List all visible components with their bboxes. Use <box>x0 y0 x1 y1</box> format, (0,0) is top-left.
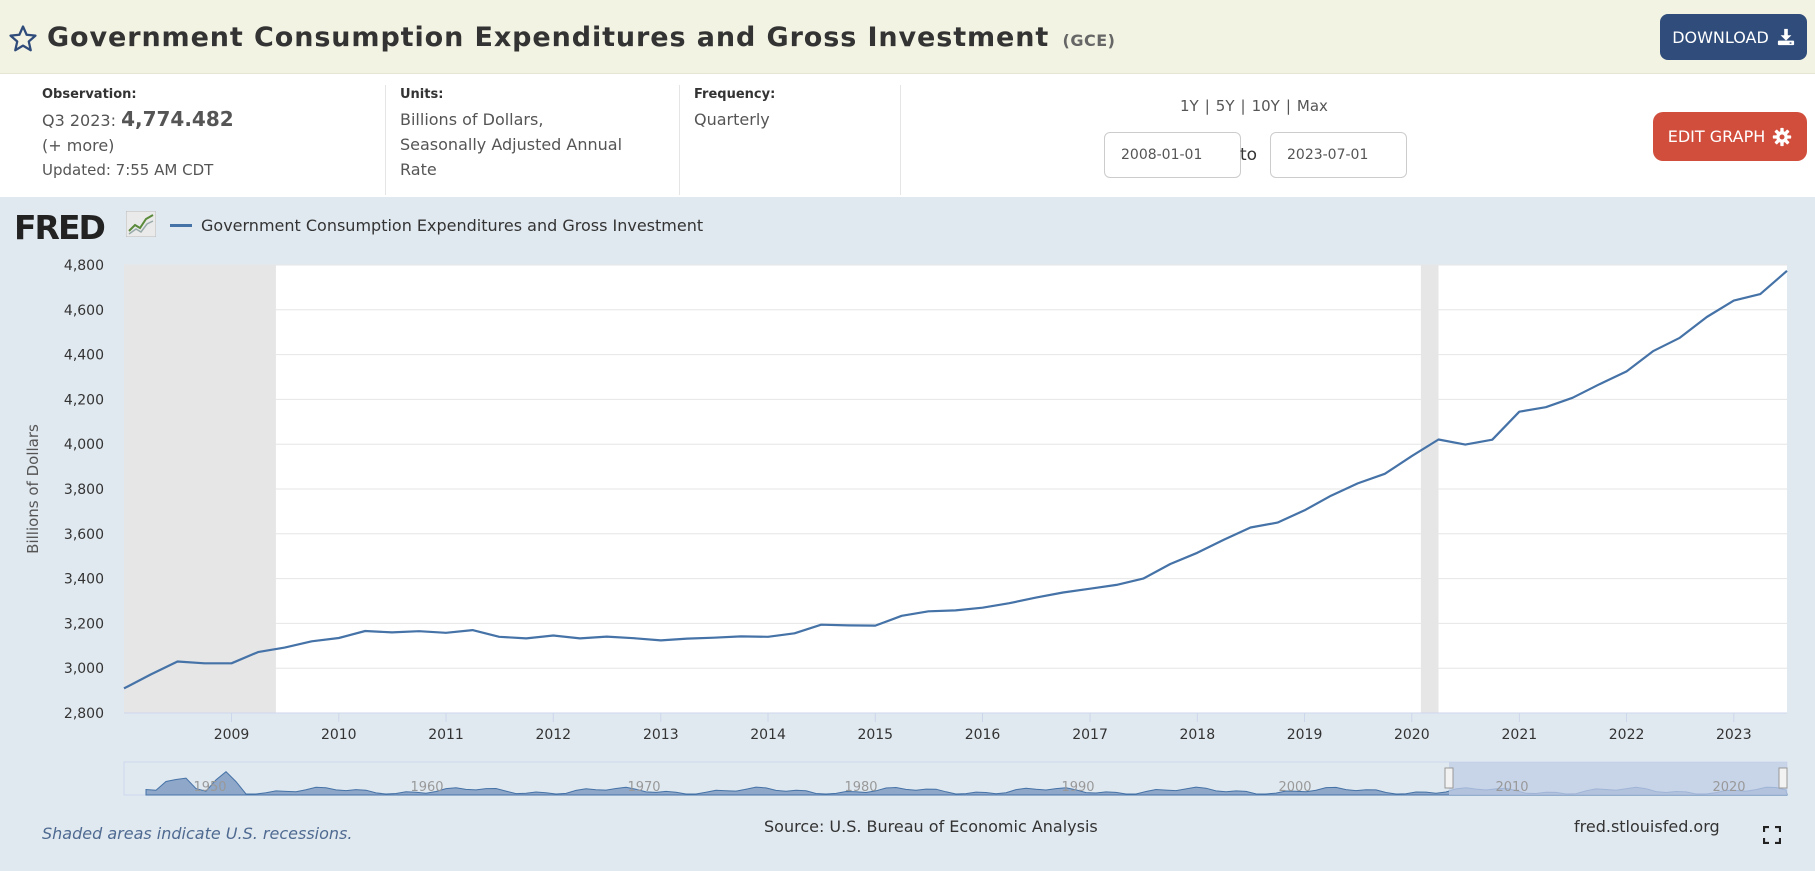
edit-graph-button[interactable]: EDIT GRAPH <box>1653 112 1807 161</box>
y-tick-label: 2,800 <box>64 706 104 722</box>
y-tick-label: 4,400 <box>64 348 104 364</box>
x-tick-label: 2021 <box>1502 727 1538 743</box>
range-10y[interactable]: 10Y <box>1251 97 1280 115</box>
y-axis-label: Billions of Dollars <box>24 424 42 554</box>
navigator-year-label: 2010 <box>1495 780 1528 795</box>
recession-note: Shaded areas indicate U.S. recessions. <box>42 824 353 843</box>
download-label: DOWNLOAD <box>1672 27 1769 47</box>
graph-panel: FRED Government Consumption Expenditures… <box>0 197 1815 871</box>
x-tick-label: 2012 <box>535 727 571 743</box>
y-tick-label: 3,000 <box>64 661 104 677</box>
observation-label: Observation: <box>42 87 137 102</box>
navigator-year-label: 1970 <box>627 780 660 795</box>
page-header: Government Consumption Expenditures and … <box>0 0 1815 74</box>
gear-icon <box>1773 127 1792 146</box>
x-tick-label: 2022 <box>1609 727 1645 743</box>
y-tick-label: 4,600 <box>64 303 104 319</box>
start-date-input[interactable] <box>1104 132 1241 178</box>
observation-block: Observation: Q3 2023: 4,774.482 (+ more)… <box>42 87 234 183</box>
units-line-2: Seasonally Adjusted Annual <box>400 135 623 154</box>
source-note: Source: U.S. Bureau of Economic Analysis <box>764 817 1098 836</box>
range-5y[interactable]: 5Y <box>1215 97 1235 115</box>
navigator-year-label: 1950 <box>193 780 226 795</box>
navigator-year-label: 1980 <box>844 780 877 795</box>
navigator-year-label: 2000 <box>1278 780 1311 795</box>
legend-swatch <box>170 224 192 227</box>
series-metadata: Observation: Q3 2023: 4,774.482 (+ more)… <box>0 75 1815 197</box>
edit-graph-label: EDIT GRAPH <box>1667 127 1766 146</box>
series-code: (GCE) <box>1062 31 1116 50</box>
navigator-year-label: 2020 <box>1712 780 1745 795</box>
download-button[interactable]: DOWNLOAD <box>1660 14 1807 60</box>
y-tick-label: 3,200 <box>64 616 104 632</box>
observation-value: 4,774.482 <box>121 107 234 131</box>
divider <box>385 85 386 195</box>
end-date-input[interactable] <box>1270 132 1407 178</box>
y-tick-label: 4,200 <box>64 392 104 408</box>
x-tick-label: 2020 <box>1394 727 1430 743</box>
x-tick-label: 2010 <box>321 727 357 743</box>
more-link[interactable]: (+ more) <box>42 136 115 155</box>
range-links: 1Y | 5Y | 10Y | Max <box>1180 97 1328 115</box>
divider <box>900 85 901 195</box>
x-tick-label: 2023 <box>1716 727 1752 743</box>
fullscreen-icon[interactable] <box>1763 826 1781 844</box>
series-title: Government Consumption Expenditures and … <box>47 22 1050 53</box>
updated-time: Updated: 7:55 AM CDT <box>42 161 214 179</box>
range-max[interactable]: Max <box>1296 97 1328 115</box>
x-tick-label: 2014 <box>750 727 786 743</box>
y-tick-label: 3,600 <box>64 527 104 543</box>
star-icon[interactable] <box>8 24 38 54</box>
download-icon <box>1777 28 1794 46</box>
y-tick-label: 3,800 <box>64 482 104 498</box>
units-label: Units: <box>400 87 444 102</box>
fred-logo: FRED <box>14 208 106 247</box>
frequency-block: Frequency: Quarterly <box>694 87 775 132</box>
navigator-handle <box>1444 767 1454 789</box>
observation-line: Q3 2023: 4,774.482 <box>42 107 234 133</box>
navigator-handle <box>1778 767 1788 789</box>
x-tick-label: 2015 <box>857 727 893 743</box>
x-tick-label: 2011 <box>428 727 464 743</box>
navigator-year-label: 1990 <box>1061 780 1094 795</box>
x-tick-label: 2013 <box>643 727 679 743</box>
x-tick-label: 2017 <box>1072 727 1108 743</box>
x-tick-label: 2009 <box>214 727 250 743</box>
units-line-3: Rate <box>400 160 437 179</box>
page-title: Government Consumption Expenditures and … <box>47 22 1115 53</box>
units-block: Units: Billions of Dollars, Seasonally A… <box>400 87 622 182</box>
frequency-value: Quarterly <box>694 110 770 129</box>
site-link[interactable]: fred.stlouisfed.org <box>1574 817 1720 836</box>
x-tick-label: 2019 <box>1287 727 1323 743</box>
units-line-1: Billions of Dollars, <box>400 110 544 129</box>
y-tick-label: 3,400 <box>64 572 104 588</box>
legend-label: Government Consumption Expenditures and … <box>201 216 704 235</box>
y-tick-label: 4,800 <box>64 258 104 274</box>
chart-legend[interactable]: Government Consumption Expenditures and … <box>170 216 703 235</box>
navigator-selection <box>1449 762 1787 795</box>
series-line <box>123 269 1788 690</box>
frequency-label: Frequency: <box>694 87 776 102</box>
divider <box>679 85 680 195</box>
to-label: to <box>1240 145 1258 165</box>
x-tick-label: 2018 <box>1179 727 1215 743</box>
line-chart[interactable]: 2,800 3,000 3,200 3,400 3,600 3,800 4,000 4,200… <box>0 197 1815 807</box>
range-1y[interactable]: 1Y <box>1180 97 1199 115</box>
y-tick-label: 4,000 <box>64 437 104 453</box>
fred-chart-icon <box>126 211 156 237</box>
observation-period: Q3 2023: <box>42 111 116 130</box>
x-tick-label: 2016 <box>965 727 1001 743</box>
navigator-year-label: 1960 <box>410 780 443 795</box>
